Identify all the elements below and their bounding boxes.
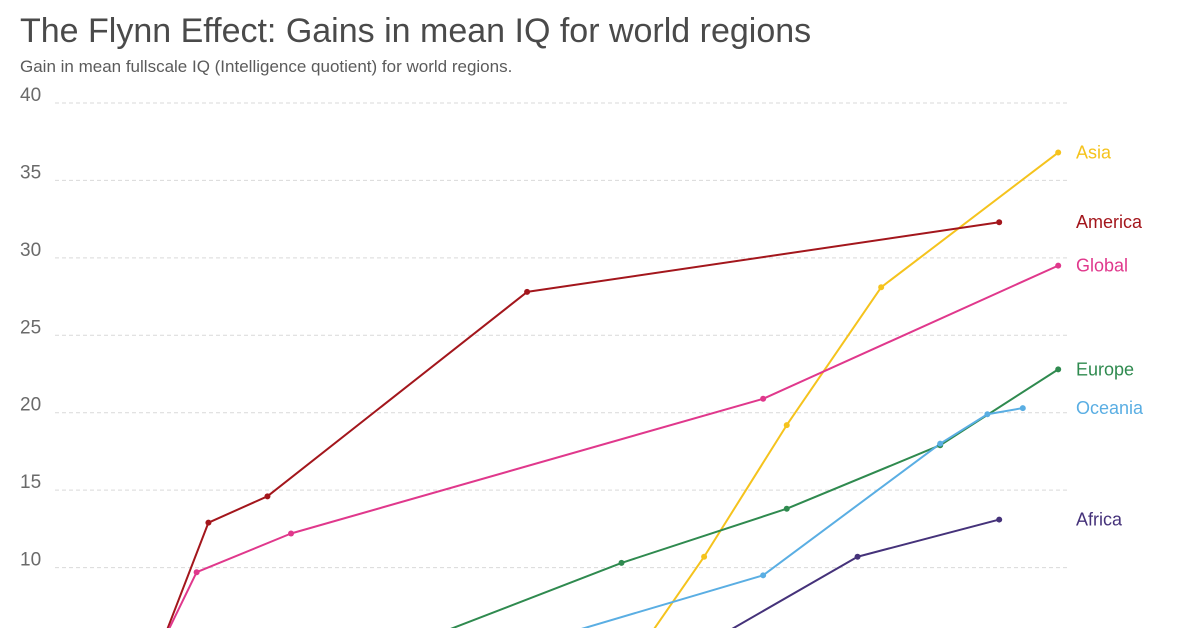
data-point-america xyxy=(264,493,271,500)
series-label-asia: Asia xyxy=(1076,143,1112,163)
y-tick-label-25: 25 xyxy=(20,317,41,338)
data-point-africa xyxy=(996,516,1003,523)
data-point-africa xyxy=(854,553,861,560)
y-tick-label-20: 20 xyxy=(20,395,41,416)
data-point-global xyxy=(1055,262,1062,269)
data-point-america xyxy=(996,219,1003,226)
series-label-america: America xyxy=(1076,212,1143,232)
data-point-oceania xyxy=(984,411,991,418)
data-point-global xyxy=(193,569,200,576)
y-tick-label-35: 35 xyxy=(20,162,41,183)
y-tick-label-10: 10 xyxy=(20,550,41,571)
data-point-oceania xyxy=(760,572,767,579)
data-point-europe xyxy=(618,559,625,566)
y-tick-label-30: 30 xyxy=(20,240,41,261)
y-axis-tick-labels: 10 15 20 25 30 35 40 xyxy=(20,85,41,571)
data-point-asia xyxy=(701,553,708,560)
data-point-oceania xyxy=(937,440,944,447)
data-point-europe xyxy=(1055,366,1062,373)
y-tick-label-40: 40 xyxy=(20,85,41,106)
data-point-asia xyxy=(1055,149,1062,156)
series-points xyxy=(193,149,1062,579)
y-tick-label-15: 15 xyxy=(20,472,41,493)
grid-lines xyxy=(55,102,1070,569)
series-label-oceania: Oceania xyxy=(1076,398,1144,418)
data-point-america xyxy=(524,288,531,295)
data-point-global xyxy=(288,530,295,537)
chart-subtitle: Gain in mean fullscale IQ (Intelligence … xyxy=(20,57,513,76)
series-lines xyxy=(166,151,1059,628)
data-point-europe xyxy=(783,505,790,512)
data-point-global xyxy=(760,395,767,402)
series-label-africa: Africa xyxy=(1076,510,1123,530)
data-point-asia xyxy=(783,422,790,429)
series-line-global xyxy=(168,264,1059,628)
data-point-oceania xyxy=(1019,405,1026,412)
data-point-america xyxy=(205,519,212,526)
series-label-europe: Europe xyxy=(1076,359,1134,379)
series-label-global: Global xyxy=(1076,256,1128,276)
series-line-africa xyxy=(731,518,1000,628)
chart-title: The Flynn Effect: Gains in mean IQ for w… xyxy=(20,12,812,50)
data-point-asia xyxy=(878,284,885,291)
series-labels: Asia America Global Europe Oceania Africa xyxy=(1076,143,1144,530)
